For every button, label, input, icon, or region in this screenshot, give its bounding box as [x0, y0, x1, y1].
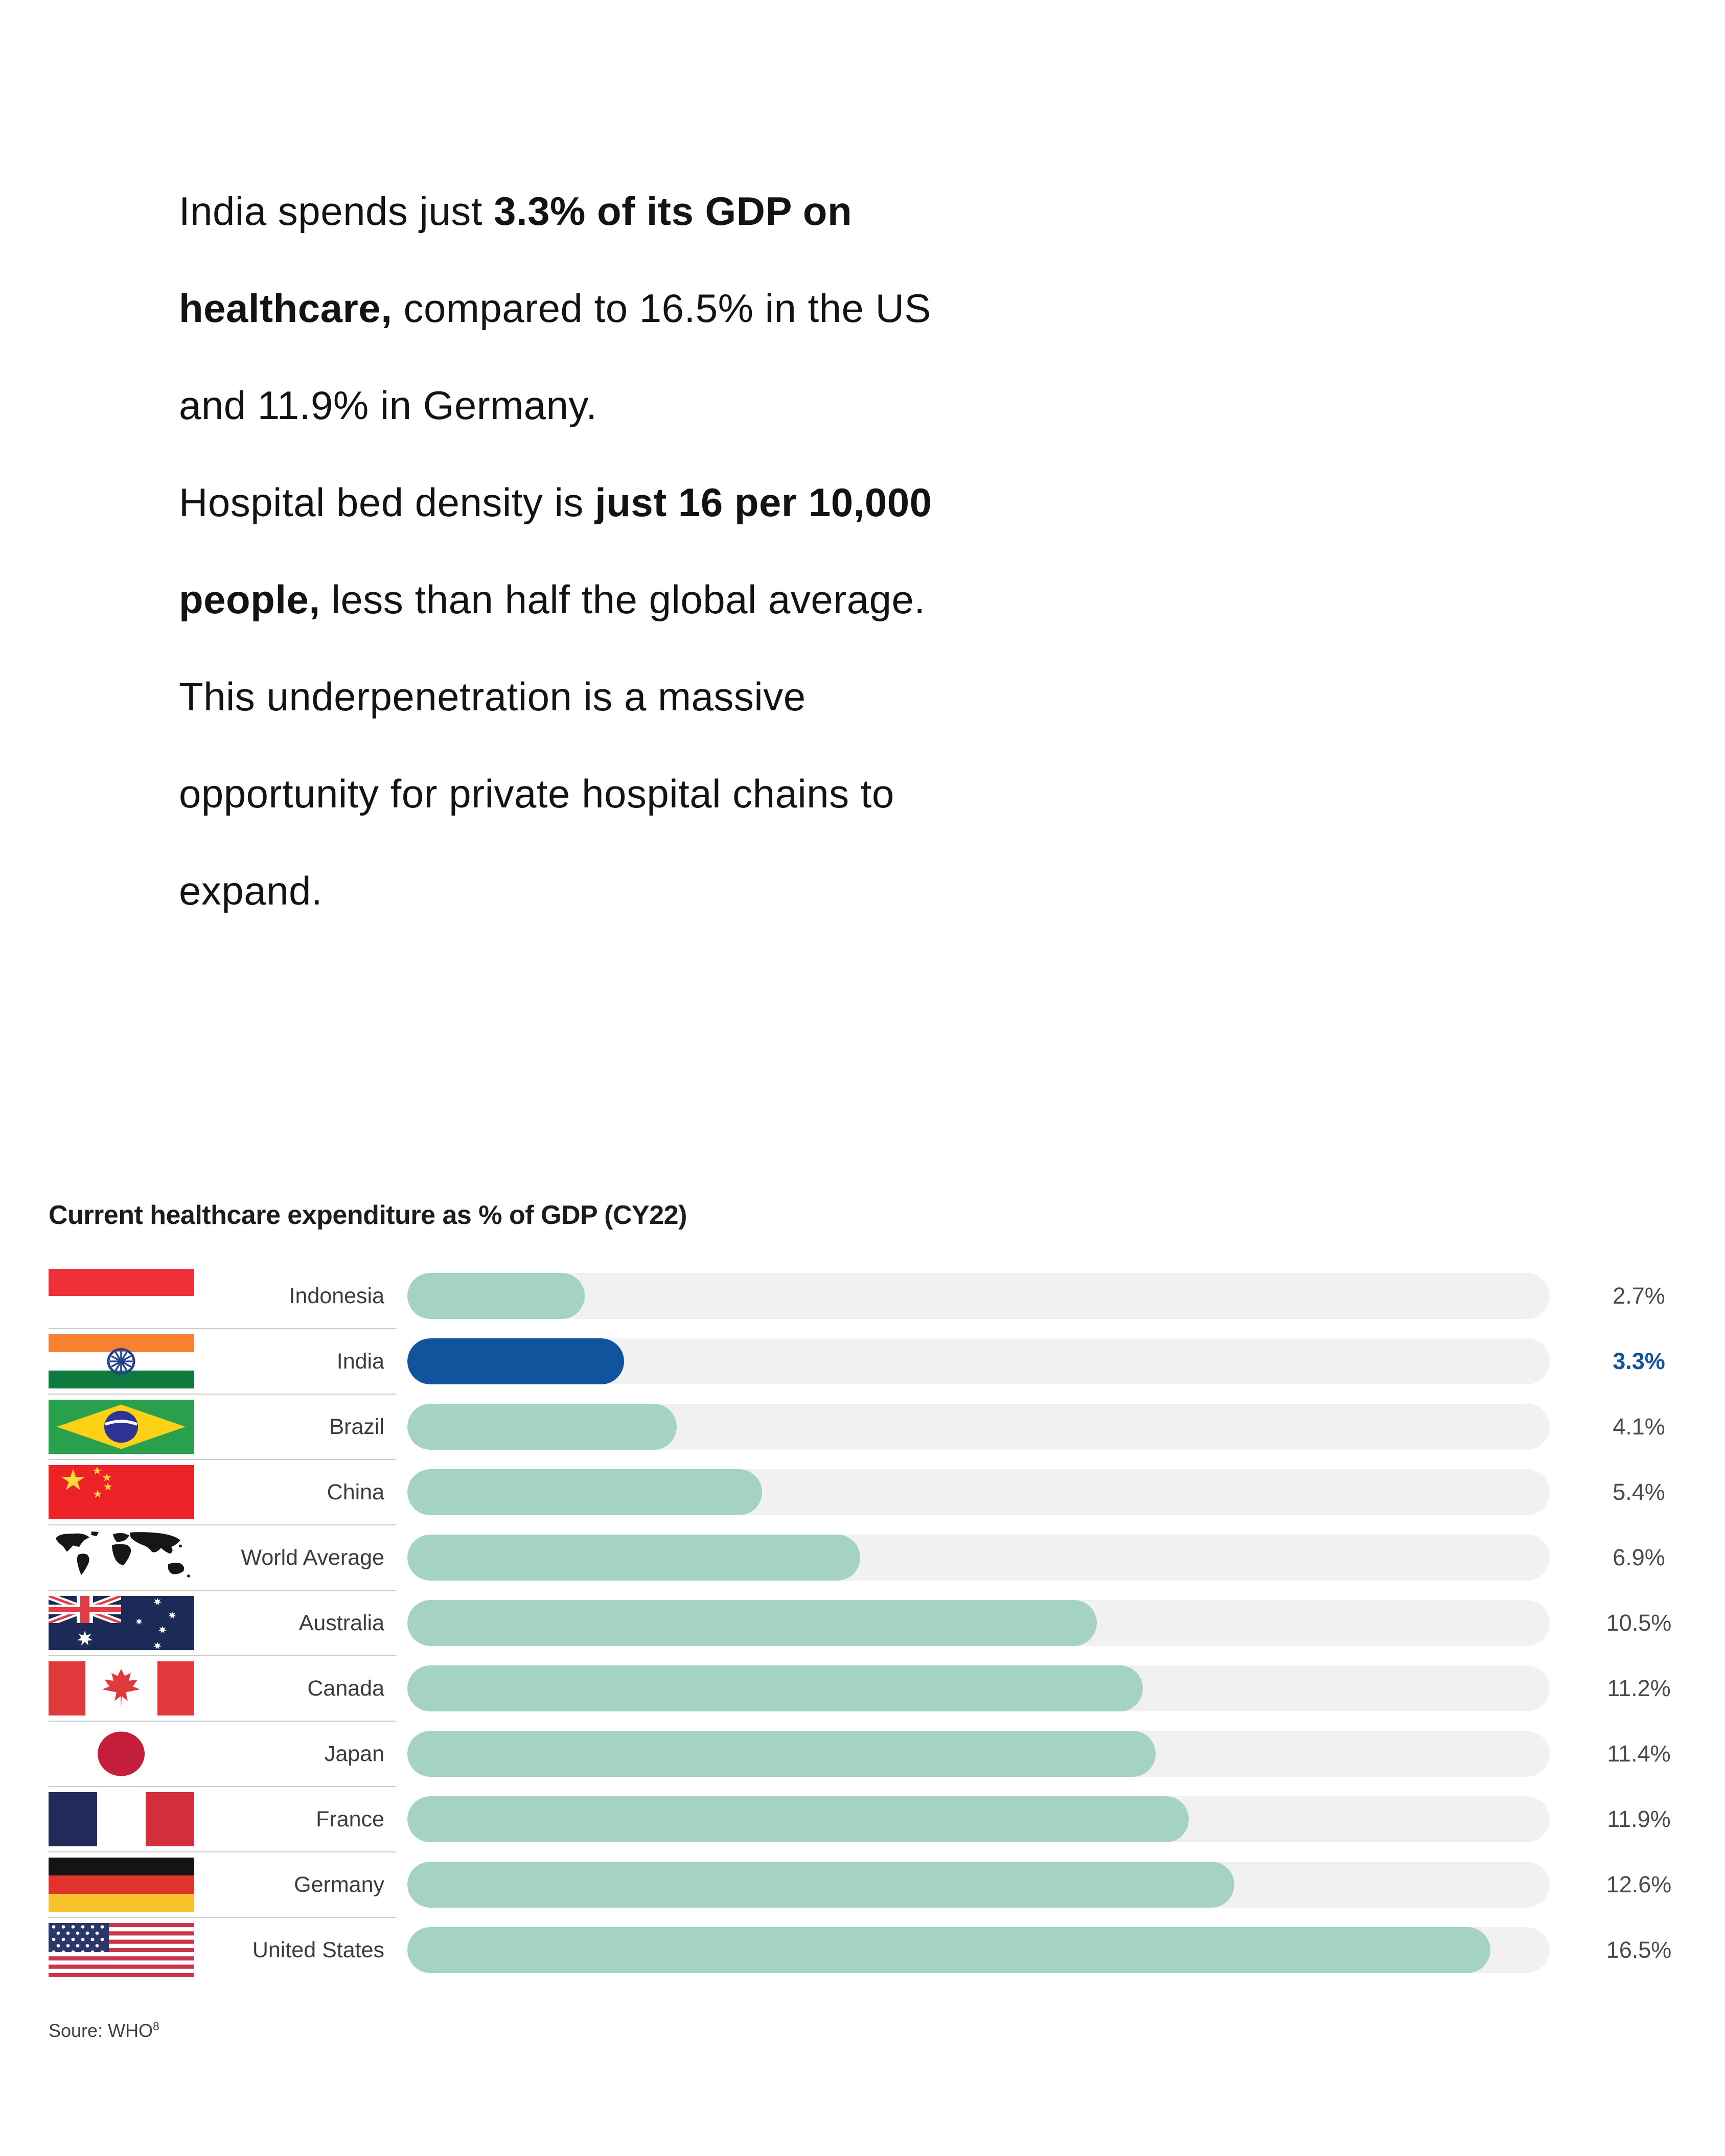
country-label: Germany: [294, 1872, 384, 1897]
intro-segment: opportunity for private hospital chains …: [179, 771, 894, 816]
country-label: United States: [252, 1937, 384, 1962]
bar-fill: [407, 1469, 762, 1515]
intro-segment: 3.3% of its GDP on: [494, 189, 853, 234]
india-flag-icon: [49, 1334, 194, 1388]
bar-fill: [407, 1927, 1491, 1973]
bar-fill: [407, 1731, 1156, 1777]
chart-row: Japan 11.4%: [0, 1721, 1725, 1787]
bar-track: [407, 1665, 1550, 1711]
bar-track: [407, 1862, 1550, 1908]
bar-fill: [407, 1273, 585, 1319]
germany-flag-icon: [49, 1858, 194, 1912]
intro-line: This underpenetration is a massive: [179, 648, 1590, 745]
intro-line: opportunity for private hospital chains …: [179, 745, 1590, 842]
value-label: 6.9%: [1613, 1544, 1665, 1570]
intro-segment: just 16 per 10,000: [595, 480, 932, 525]
healthcare-expenditure-chart: Current healthcare expenditure as % of G…: [0, 1200, 1725, 1997]
intro-segment: This underpenetration is a massive: [179, 674, 806, 719]
bar-fill: [407, 1404, 677, 1450]
bar-track: [407, 1338, 1550, 1384]
bar-track: [407, 1927, 1550, 1973]
intro-line: India spends just 3.3% of its GDP on: [179, 163, 1590, 260]
chart-row: World Average 6.9%: [0, 1524, 1725, 1590]
intro-segment: and 11.9% in Germany.: [179, 383, 597, 428]
bar-track: [407, 1273, 1550, 1319]
chart-title: Current healthcare expenditure as % of G…: [49, 1200, 687, 1230]
bar-fill: [407, 1862, 1235, 1908]
country-label: Brazil: [329, 1414, 384, 1439]
chart-row: Canada 11.2%: [0, 1655, 1725, 1721]
country-label: World Average: [241, 1545, 384, 1570]
country-label: Canada: [307, 1676, 384, 1701]
china-flag-icon: [49, 1465, 194, 1519]
world-flag-icon: [49, 1531, 194, 1585]
chart-row: Australia 10.5%: [0, 1590, 1725, 1656]
intro-line: people, less than half the global averag…: [179, 551, 1590, 648]
chart-row: Brazil 4.1%: [0, 1394, 1725, 1459]
country-label: India: [336, 1349, 384, 1374]
intro-line: expand.: [179, 842, 1590, 939]
intro-segment: compared to 16.5% in the US: [392, 286, 931, 331]
chart-row: China 5.4%: [0, 1459, 1725, 1525]
canada-flag-icon: [49, 1661, 194, 1715]
bar-fill: [407, 1338, 624, 1384]
bar-track: [407, 1535, 1550, 1581]
france-flag-icon: [49, 1792, 194, 1846]
intro-segment: India spends just: [179, 189, 494, 234]
value-label: 11.9%: [1607, 1806, 1671, 1832]
intro-line: Hospital bed density is just 16 per 10,0…: [179, 454, 1590, 551]
bar-fill: [407, 1796, 1189, 1842]
intro-line: and 11.9% in Germany.: [179, 357, 1590, 454]
intro-segment: less than half the global average.: [320, 577, 926, 622]
chart-row: Germany 12.6%: [0, 1851, 1725, 1917]
chart-row: United States 16.5%: [0, 1917, 1725, 1983]
intro-segment: expand.: [179, 868, 323, 913]
japan-flag-icon: [49, 1727, 194, 1781]
value-label: 12.6%: [1606, 1871, 1672, 1897]
usa-flag-icon: [49, 1923, 194, 1977]
australia-flag-icon: [49, 1596, 194, 1650]
value-label: 4.1%: [1613, 1413, 1665, 1440]
value-label: 5.4%: [1613, 1479, 1665, 1505]
chart-rows: Indonesia 2.7% India 3.3% Brazil 4.1% Ch…: [0, 1263, 1725, 1983]
intro-segment: people,: [179, 577, 320, 622]
intro-segment: Hospital bed density is: [179, 480, 595, 525]
source-superscript: 8: [153, 2020, 159, 2033]
bar-fill: [407, 1665, 1143, 1711]
country-label: Indonesia: [289, 1283, 385, 1308]
bar-track: [407, 1469, 1550, 1515]
indonesia-flag-icon: [49, 1269, 194, 1323]
chart-row: France 11.9%: [0, 1786, 1725, 1852]
country-label: France: [316, 1806, 384, 1832]
value-label: 11.2%: [1607, 1675, 1671, 1701]
value-label: 16.5%: [1606, 1937, 1672, 1963]
value-label: 10.5%: [1606, 1610, 1672, 1636]
value-label: 11.4%: [1607, 1741, 1671, 1767]
source-note: Soure: WHO8: [49, 2020, 159, 2042]
bar-track: [407, 1796, 1550, 1842]
value-label: 3.3%: [1613, 1348, 1665, 1374]
bar-track: [407, 1600, 1550, 1646]
value-label: 2.7%: [1613, 1283, 1665, 1309]
country-label: China: [327, 1479, 384, 1504]
intro-text: India spends just 3.3% of its GDP on heal…: [179, 163, 1590, 939]
source-text: Soure: WHO: [49, 2020, 153, 2041]
bar-fill: [407, 1535, 861, 1581]
bar-track: [407, 1731, 1550, 1777]
brazil-flag-icon: [49, 1400, 194, 1454]
bar-fill: [407, 1600, 1097, 1646]
country-label: Australia: [298, 1610, 384, 1635]
chart-row: Indonesia 2.7%: [0, 1263, 1725, 1329]
chart-row: India 3.3%: [0, 1328, 1725, 1394]
intro-segment: healthcare,: [179, 286, 393, 331]
intro-line: healthcare, compared to 16.5% in the US: [179, 260, 1590, 357]
bar-track: [407, 1404, 1550, 1450]
country-label: Japan: [324, 1741, 384, 1766]
